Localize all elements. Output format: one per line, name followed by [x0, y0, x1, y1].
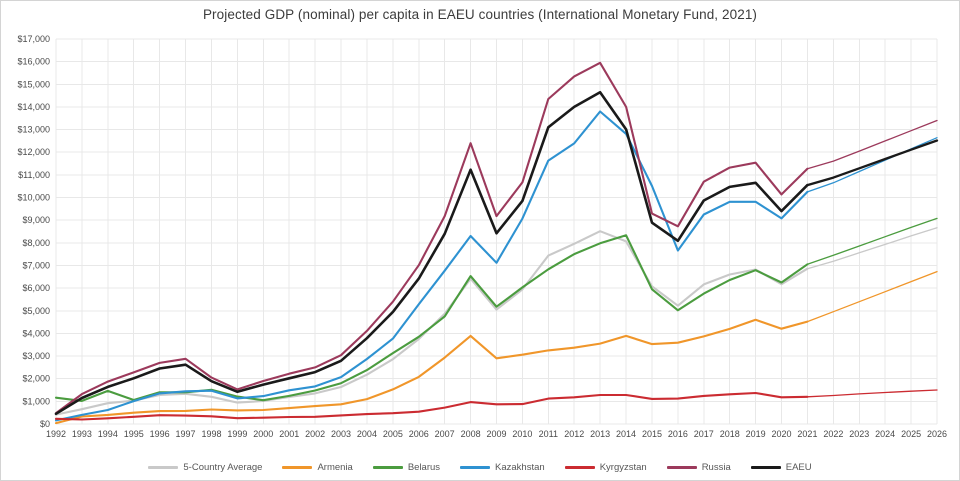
- legend-item-5-country-average: 5-Country Average: [148, 462, 262, 473]
- y-tick-label: $3,000: [22, 351, 50, 361]
- x-tick-label: 2009: [486, 429, 506, 439]
- x-tick-label: 2000: [253, 429, 273, 439]
- series-line-kazakhstan: [54, 110, 809, 422]
- y-tick-label: $15,000: [17, 79, 50, 89]
- legend-item-kyrgyzstan: Kyrgyzstan: [564, 462, 647, 473]
- legend-label-armenia: Armenia: [317, 462, 353, 473]
- y-tick-label: $9,000: [22, 215, 50, 225]
- legend-label-kyrgyzstan: Kyrgyzstan: [599, 462, 647, 473]
- y-tick-label: $7,000: [22, 260, 50, 270]
- x-tick-label: 2005: [383, 429, 403, 439]
- x-tick-label: 2004: [357, 429, 377, 439]
- y-tick-label: $13,000: [17, 125, 50, 135]
- legend-item-kazakhstan: Kazakhstan: [460, 462, 545, 473]
- x-tick-label: 2013: [590, 429, 610, 439]
- series-line-armenia: [54, 318, 809, 425]
- x-tick-label: 2026: [927, 429, 947, 439]
- legend-swatch-kyrgyzstan: [564, 466, 595, 469]
- x-tick-label: 2019: [746, 429, 766, 439]
- x-tick-label: 2011: [539, 429, 558, 439]
- x-tick-label: 1999: [227, 429, 247, 439]
- x-tick-label: 2007: [435, 429, 455, 439]
- legend-swatch-5-country-average: [148, 466, 179, 469]
- x-tick-label: 2022: [823, 429, 843, 439]
- x-tick-label: 2014: [616, 429, 636, 439]
- x-tick-label: 1995: [124, 429, 144, 439]
- x-tick-label: 1992: [46, 429, 66, 439]
- y-tick-label: $1,000: [22, 396, 50, 406]
- legend-item-armenia: Armenia: [282, 462, 353, 473]
- series-line-eaeu: [54, 90, 809, 416]
- x-tick-label: 2015: [642, 429, 662, 439]
- x-tick-label: 2018: [720, 429, 740, 439]
- series-projection-armenia: [806, 270, 938, 323]
- y-tick-label: $11,000: [18, 170, 50, 180]
- y-tick-label: $8,000: [22, 238, 50, 248]
- y-tick-label: $14,000: [17, 102, 50, 112]
- x-tick-label: 1997: [176, 429, 196, 439]
- x-tick-label: 2006: [409, 429, 429, 439]
- y-tick-label: $10,000: [17, 193, 50, 203]
- legend-swatch-eaeu: [750, 466, 781, 469]
- x-tick-label: 2024: [875, 429, 895, 439]
- x-tick-label: 1993: [72, 429, 92, 439]
- legend-label-belarus: Belarus: [407, 462, 441, 473]
- legend-swatch-kazakhstan: [460, 466, 491, 469]
- x-axis-labels: 1992 1993 1994 1995 1996 1997 1998 1999 2000 2001…: [46, 429, 947, 439]
- series-projection-russia: [806, 119, 938, 170]
- x-tick-label: 1994: [98, 429, 118, 439]
- gridlines: [55, 38, 938, 425]
- legend-swatch-armenia: [282, 466, 313, 469]
- y-tick-label: $0: [40, 419, 50, 429]
- x-tick-label: 2021: [797, 429, 817, 439]
- x-tick-label: 2002: [305, 429, 325, 439]
- x-tick-label: 2016: [668, 429, 688, 439]
- series-line-kyrgyzstan: [54, 391, 809, 421]
- series-projection-5-country-average: [806, 227, 938, 270]
- y-tick-label: $4,000: [22, 328, 50, 338]
- y-tick-label: $5,000: [22, 306, 50, 316]
- series-line-russia: [54, 61, 809, 415]
- legend: 5-Country Average Armenia Belarus Kazakhsta…: [1, 462, 959, 473]
- x-tick-label: 2012: [564, 429, 584, 439]
- legend-item-belarus: Belarus: [372, 462, 441, 473]
- x-tick-label: 2020: [772, 429, 792, 439]
- legend-item-eaeu: EAEU: [750, 462, 812, 473]
- x-tick-label: 2025: [901, 429, 921, 439]
- x-tick-label: 2003: [331, 429, 351, 439]
- y-tick-label: $16,000: [17, 57, 50, 67]
- y-axis-labels: $0 $1,000 $2,000 $3,000 $4,000 $5,000 $6,000 $7…: [17, 34, 50, 429]
- legend-label-5-country-average: 5-Country Average: [183, 462, 263, 473]
- series-projection-belarus: [806, 217, 938, 265]
- x-tick-label: 2010: [512, 429, 532, 439]
- x-tick-label: 2017: [694, 429, 714, 439]
- legend-swatch-belarus: [372, 466, 403, 469]
- x-tick-label: 1998: [201, 429, 221, 439]
- series-projection-kyrgyzstan: [806, 389, 938, 398]
- series-projection-eaeu: [806, 139, 939, 187]
- y-tick-label: $2,000: [22, 374, 50, 384]
- legend-label-russia: Russia: [701, 462, 731, 473]
- x-tick-label: 2023: [849, 429, 869, 439]
- legend-item-russia: Russia: [666, 462, 731, 473]
- legend-label-kazakhstan: Kazakhstan: [495, 462, 545, 473]
- chart-title: Projected GDP (nominal) per capita in EA…: [202, 7, 758, 22]
- x-tick-label: 2008: [461, 429, 481, 439]
- x-tick-label: 2001: [279, 429, 299, 439]
- y-tick-label: $17,000: [17, 34, 50, 44]
- y-tick-label: $6,000: [22, 283, 50, 293]
- y-tick-label: $12,000: [17, 147, 50, 157]
- x-tick-label: 1996: [150, 429, 170, 439]
- series-line-belarus: [54, 234, 809, 402]
- legend-swatch-russia: [666, 466, 697, 469]
- legend-label-eaeu: EAEU: [785, 462, 812, 473]
